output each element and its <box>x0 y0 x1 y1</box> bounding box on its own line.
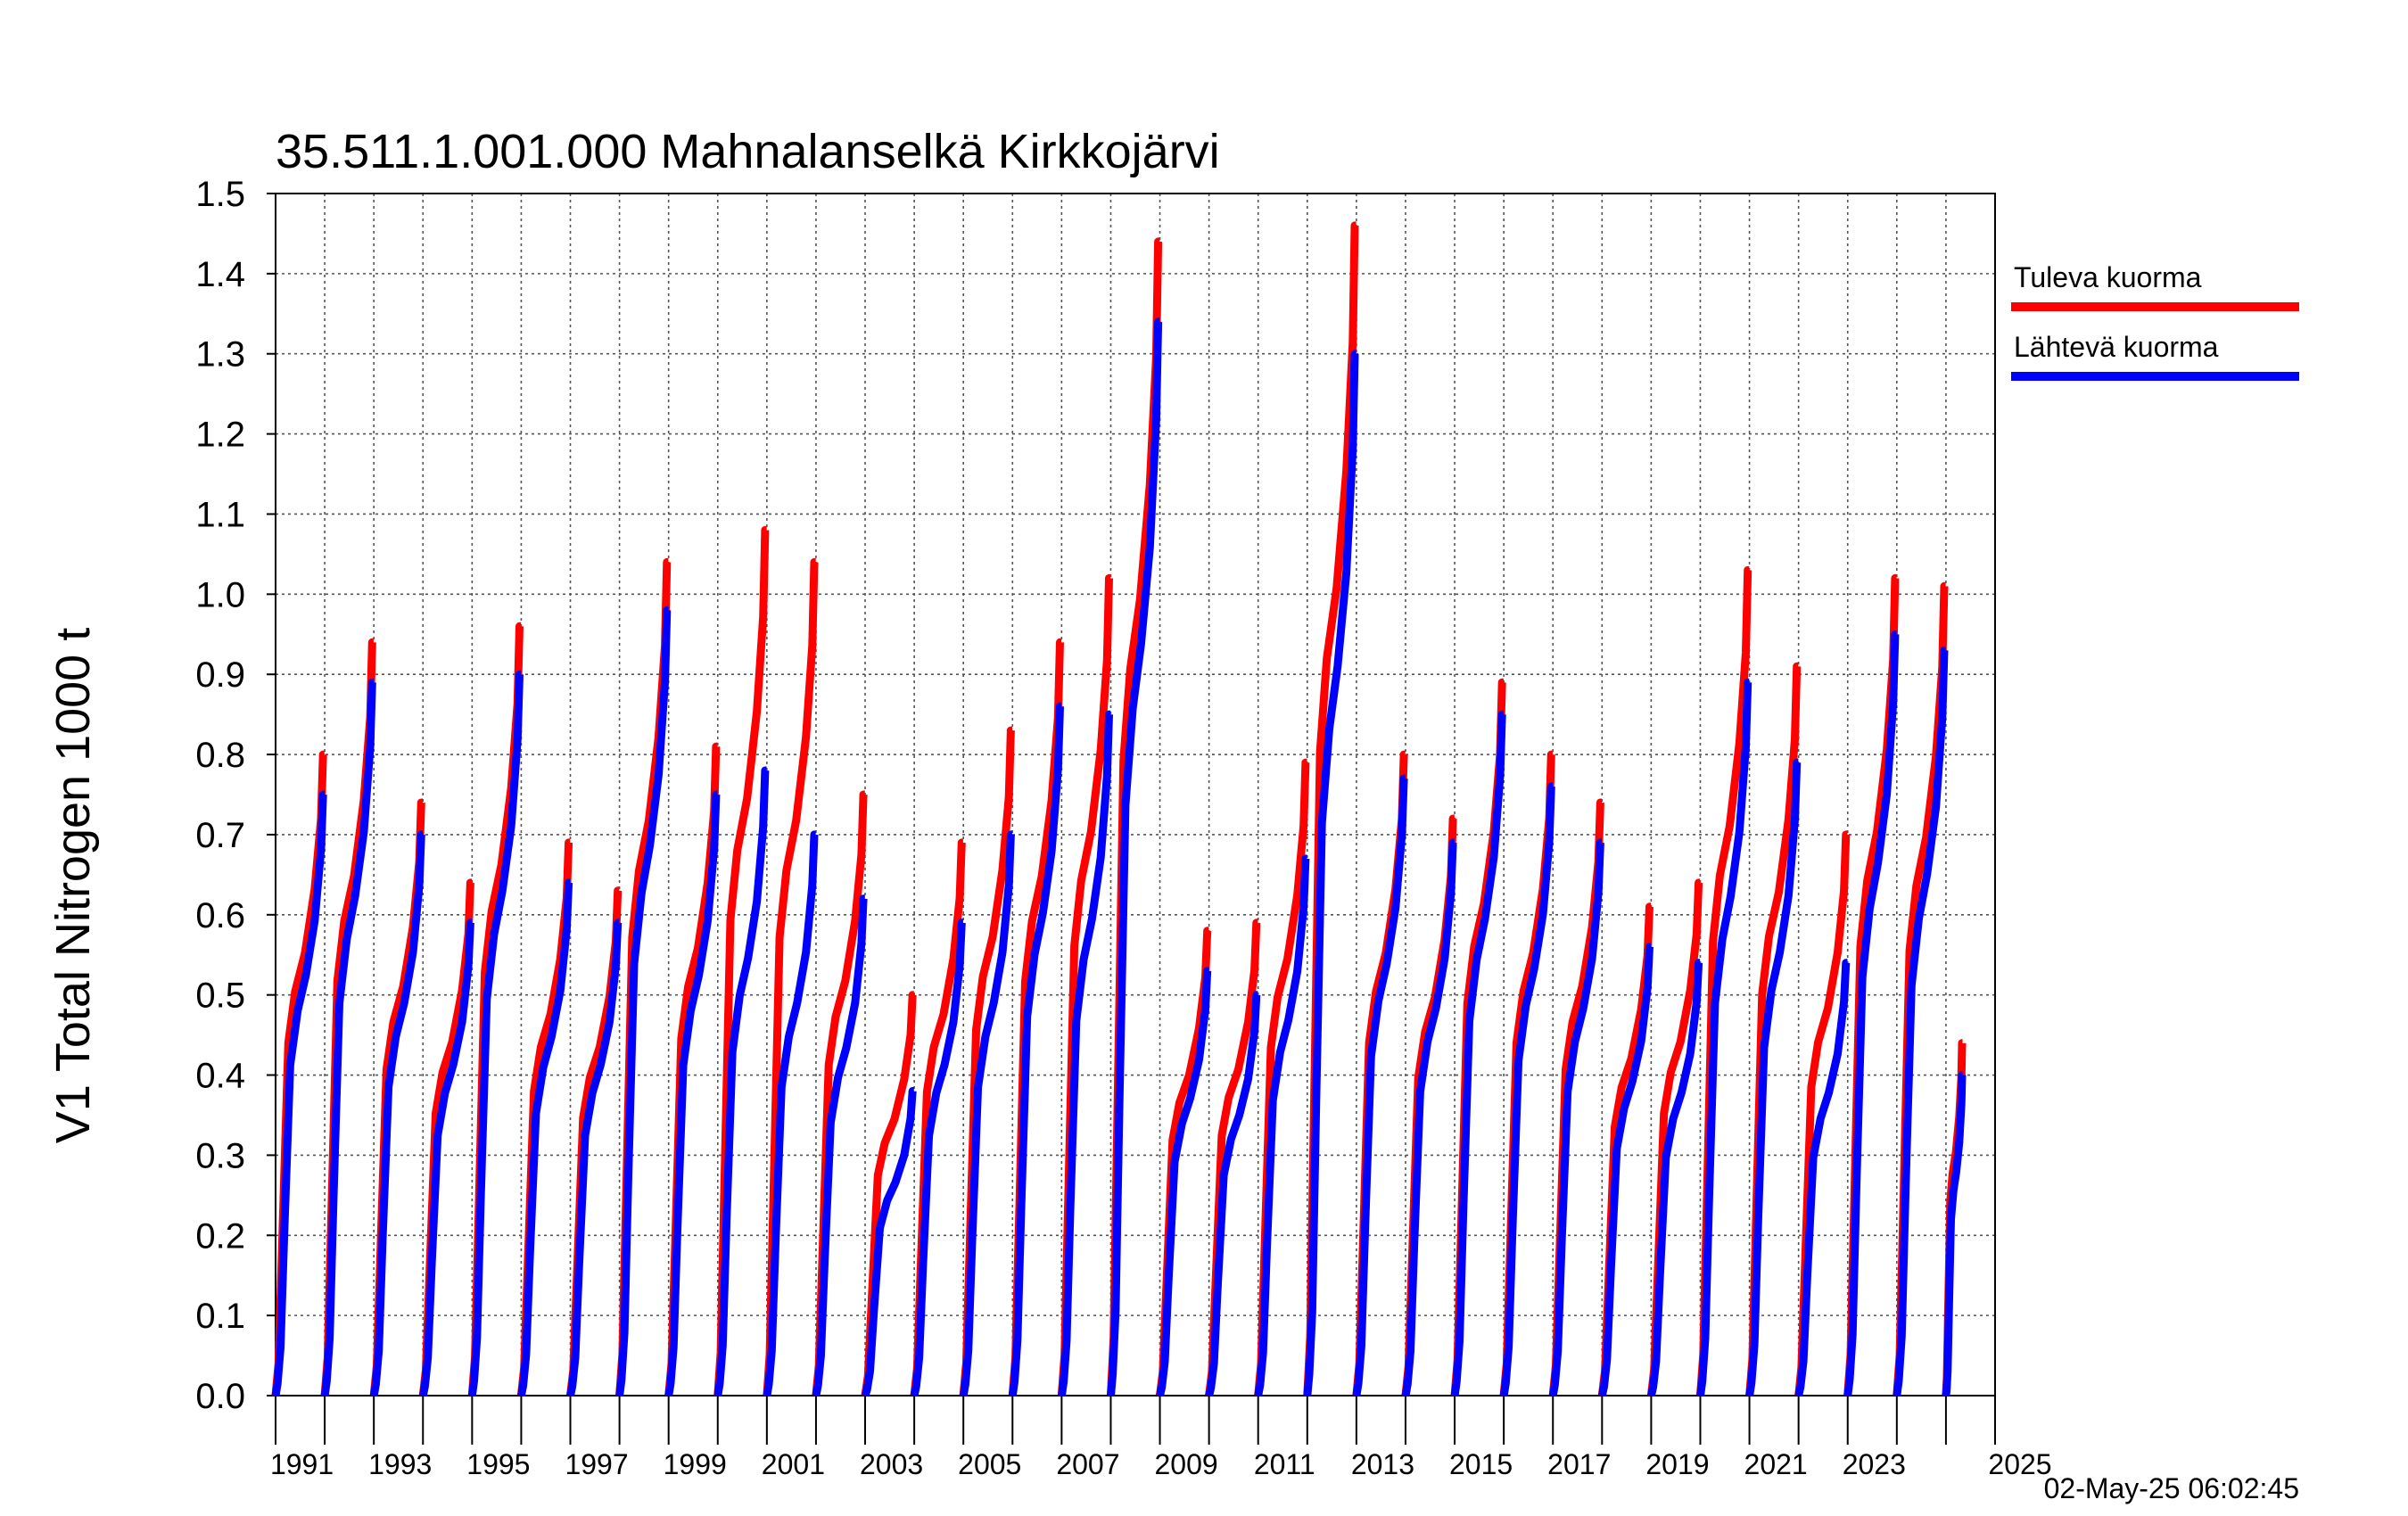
chart-title: 35.511.1.001.000 Mahnalanselkä Kirkkojär… <box>276 125 1220 178</box>
series-lahteva-year-2014 <box>1450 710 1506 1397</box>
y-tick-label: 1.2 <box>195 416 245 455</box>
series-lahteva-year-2009 <box>1205 991 1261 1397</box>
series-lahteva-year-2021 <box>1794 959 1851 1397</box>
y-tick-label: 1.1 <box>195 495 245 534</box>
x-tick-label: 2009 <box>1154 1448 1217 1480</box>
plot-area <box>271 221 1967 1397</box>
y-tick-label: 0.5 <box>195 976 245 1016</box>
x-tick-label: 1991 <box>270 1448 334 1480</box>
y-tick-label: 1.0 <box>195 575 245 614</box>
x-tick-label: 1993 <box>368 1448 432 1480</box>
x-tick-label: 2015 <box>1449 1448 1513 1480</box>
series-lahteva-year-2001 <box>812 894 868 1397</box>
plot-frame <box>275 193 1996 1397</box>
series-lahteva-year-2010 <box>1254 854 1310 1397</box>
series-lahteva-year-2005 <box>1008 702 1064 1397</box>
x-tick-label: 2003 <box>860 1448 923 1480</box>
series-lahteva-year-2000 <box>763 830 819 1397</box>
series-lahteva-year-2017 <box>1597 943 1653 1397</box>
series-lahteva-year-1997 <box>615 606 672 1397</box>
series-lahteva-year-2024 <box>1942 1071 1967 1397</box>
series-lahteva-year-2018 <box>1647 959 1703 1397</box>
series-lahteva-year-2002 <box>861 1087 917 1397</box>
series-lahteva-year-1991 <box>320 678 376 1397</box>
y-tick-label: 0.1 <box>195 1297 245 1336</box>
y-tick-label: 0.3 <box>195 1136 245 1175</box>
series-lahteva-year-1990 <box>271 790 327 1397</box>
series-lahteva <box>271 317 1967 1397</box>
series-lahteva-year-2008 <box>1156 967 1212 1397</box>
series-lahteva-year-1998 <box>664 790 721 1397</box>
legend: Tuleva kuorma Lähtevä kuorma <box>2011 261 2299 381</box>
series-lahteva-year-2023 <box>1893 646 1949 1397</box>
series-lahteva-year-2016 <box>1548 838 1604 1397</box>
y-tick-label: 0.2 <box>195 1216 245 1256</box>
x-tick-label: 2001 <box>762 1448 825 1480</box>
y-tick-label: 1.3 <box>195 335 245 375</box>
y-tick-label: 0.0 <box>195 1377 245 1416</box>
x-tick-label: 2005 <box>958 1448 1021 1480</box>
x-tick-label: 2017 <box>1547 1448 1611 1480</box>
y-tick-label: 0.9 <box>195 655 245 695</box>
axes: 0.0 0.1 0.2 0.3 0.4 0.5 0.6 0.7 0.8 0.9 1.0 1.1 1.2 1… <box>195 175 2051 1480</box>
x-tick-label: 2019 <box>1645 1448 1709 1480</box>
series-lahteva-year-2003 <box>910 919 966 1397</box>
series-lahteva-year-1993 <box>418 919 474 1397</box>
y-tick-label: 1.5 <box>195 175 245 214</box>
series-lahteva-year-1992 <box>369 830 425 1397</box>
series-lahteva-year-2013 <box>1401 838 1457 1397</box>
y-tick-label: 1.4 <box>195 255 245 294</box>
y-tick-label: 0.7 <box>195 816 245 855</box>
series-lahteva-year-2020 <box>1745 758 1802 1397</box>
timestamp: 02-May-25 06:02:45 <box>2044 1472 2299 1504</box>
series-lahteva-year-2004 <box>959 830 1015 1397</box>
x-tick-label: 2007 <box>1056 1448 1119 1480</box>
x-tick-label: 1995 <box>466 1448 530 1480</box>
y-tick-label: 0.8 <box>195 736 245 775</box>
x-tick-label: 2011 <box>1254 1448 1315 1480</box>
x-tick-label: 1999 <box>664 1448 727 1480</box>
x-tick-label: 2023 <box>1843 1448 1906 1480</box>
series-lahteva-year-1996 <box>566 919 623 1397</box>
x-tick-label: 2013 <box>1351 1448 1414 1480</box>
series-lahteva-year-2022 <box>1843 630 1900 1397</box>
series-lahteva-year-2019 <box>1696 678 1752 1397</box>
legend-label-tuleva: Tuleva kuorma <box>2014 261 2202 293</box>
series-lahteva-year-2011 <box>1303 350 1359 1397</box>
y-tick-label: 0.6 <box>195 896 245 935</box>
series-lahteva-year-1995 <box>516 878 573 1397</box>
y-axis-label: V1 Total Nitrogen 1000 t <box>46 628 100 1143</box>
x-tick-label: 2025 <box>1988 1448 2051 1480</box>
series-lahteva-year-2006 <box>1057 710 1113 1397</box>
series-lahteva-year-2007 <box>1107 317 1163 1397</box>
series-lahteva-year-2015 <box>1499 782 1555 1397</box>
x-tick-label: 1997 <box>565 1448 628 1480</box>
legend-label-lahteva: Lähtevä kuorma <box>2014 331 2219 363</box>
series-lahteva-year-1999 <box>713 766 770 1397</box>
series-lahteva-year-2012 <box>1352 774 1408 1397</box>
x-tick-label: 2021 <box>1744 1448 1808 1480</box>
y-tick-label: 0.4 <box>195 1057 245 1096</box>
series-lahteva-year-1994 <box>467 670 524 1397</box>
